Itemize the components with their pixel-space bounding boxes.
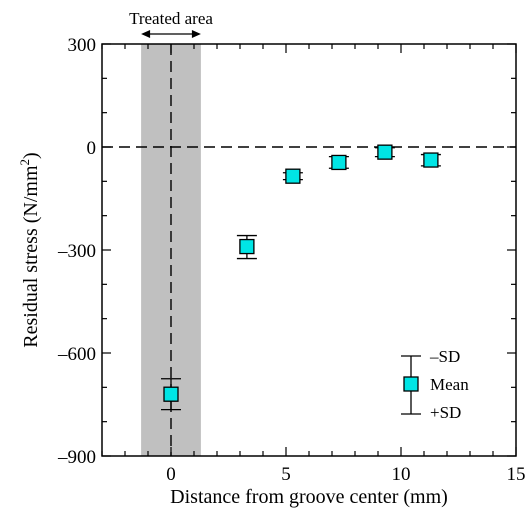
y-axis-label-main: Residual stress (N/mm: [20, 165, 42, 348]
x-tick-label: 15: [507, 464, 526, 485]
x-tick-label: 0: [166, 464, 176, 485]
mean-marker: [377, 144, 393, 160]
y-tick-label: –600: [57, 344, 96, 365]
y-tick-label: 0: [87, 138, 97, 159]
ticks-layer: 0 5 10 15 –900 –600 –300 0 300: [57, 35, 526, 485]
legend-mean-marker: [403, 376, 419, 392]
mean-marker: [285, 168, 301, 184]
legend-mean-label: Mean: [430, 375, 469, 394]
mean-marker: [239, 238, 255, 255]
y-tick-label: –900: [57, 447, 96, 468]
y-axis-label: Residual stress (N/mm2): [17, 152, 42, 347]
y-axis-label-superscript: 2: [17, 159, 32, 166]
y-tick-label: –300: [57, 241, 96, 262]
treated-area-arrow-left-head: [141, 30, 151, 38]
x-tick-label: 10: [392, 464, 411, 485]
treated-area-arrow-right-head: [191, 30, 201, 38]
data-layer: [161, 144, 441, 411]
mean-marker: [423, 152, 439, 168]
treated-area-label: Treated area: [129, 9, 213, 28]
legend-minus-sd-label: –SD: [429, 347, 460, 366]
x-axis-label: Distance from groove center (mm): [170, 486, 448, 508]
x-tick-label: 5: [281, 464, 291, 485]
mean-marker: [331, 154, 347, 171]
y-tick-label: 300: [68, 35, 97, 56]
legend-plus-sd-label: +SD: [430, 403, 461, 422]
mean-marker: [163, 386, 179, 402]
y-axis-label-end: ): [20, 152, 42, 159]
legend-layer: [401, 355, 421, 415]
